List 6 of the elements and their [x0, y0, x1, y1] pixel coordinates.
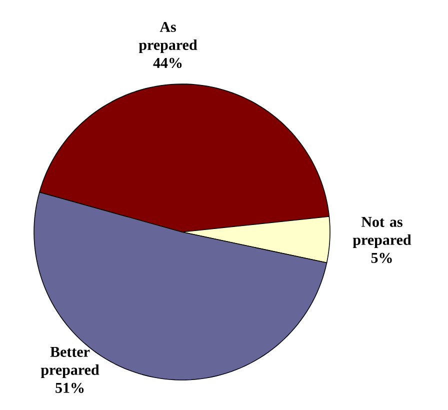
data-label: 51%: [56, 382, 84, 393]
slice-label: Not as prepared: [352, 216, 412, 248]
slice-label: As prepared: [138, 22, 198, 54]
slice-label: Better prepared: [40, 346, 100, 378]
data-label: 5%: [371, 252, 392, 264]
data-label: 44%: [153, 58, 182, 68]
